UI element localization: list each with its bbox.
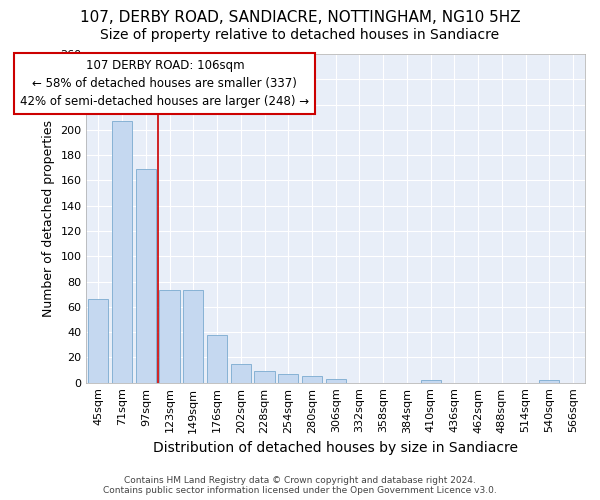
Bar (278, 374, 298, 382)
Bar (254, 372, 275, 382)
Y-axis label: Number of detached properties: Number of detached properties (42, 120, 55, 317)
Text: Contains HM Land Registry data © Crown copyright and database right 2024.
Contai: Contains HM Land Registry data © Crown c… (103, 476, 497, 495)
Bar (160, 290, 179, 382)
X-axis label: Distribution of detached houses by size in Sandiacre: Distribution of detached houses by size … (153, 441, 518, 455)
Bar (112, 121, 132, 382)
Bar (421, 380, 441, 382)
Bar (539, 380, 559, 382)
Text: 107 DERBY ROAD: 106sqm
← 58% of detached houses are smaller (337)
42% of semi-de: 107 DERBY ROAD: 106sqm ← 58% of detached… (20, 59, 310, 108)
Text: 107, DERBY ROAD, SANDIACRE, NOTTINGHAM, NG10 5HZ: 107, DERBY ROAD, SANDIACRE, NOTTINGHAM, … (80, 10, 520, 25)
Bar (183, 290, 203, 382)
Text: Size of property relative to detached houses in Sandiacre: Size of property relative to detached ho… (100, 28, 500, 42)
Bar (231, 364, 251, 382)
Bar (136, 169, 156, 382)
Bar (207, 334, 227, 382)
Bar (88, 299, 109, 382)
Bar (326, 379, 346, 382)
Bar (302, 376, 322, 382)
